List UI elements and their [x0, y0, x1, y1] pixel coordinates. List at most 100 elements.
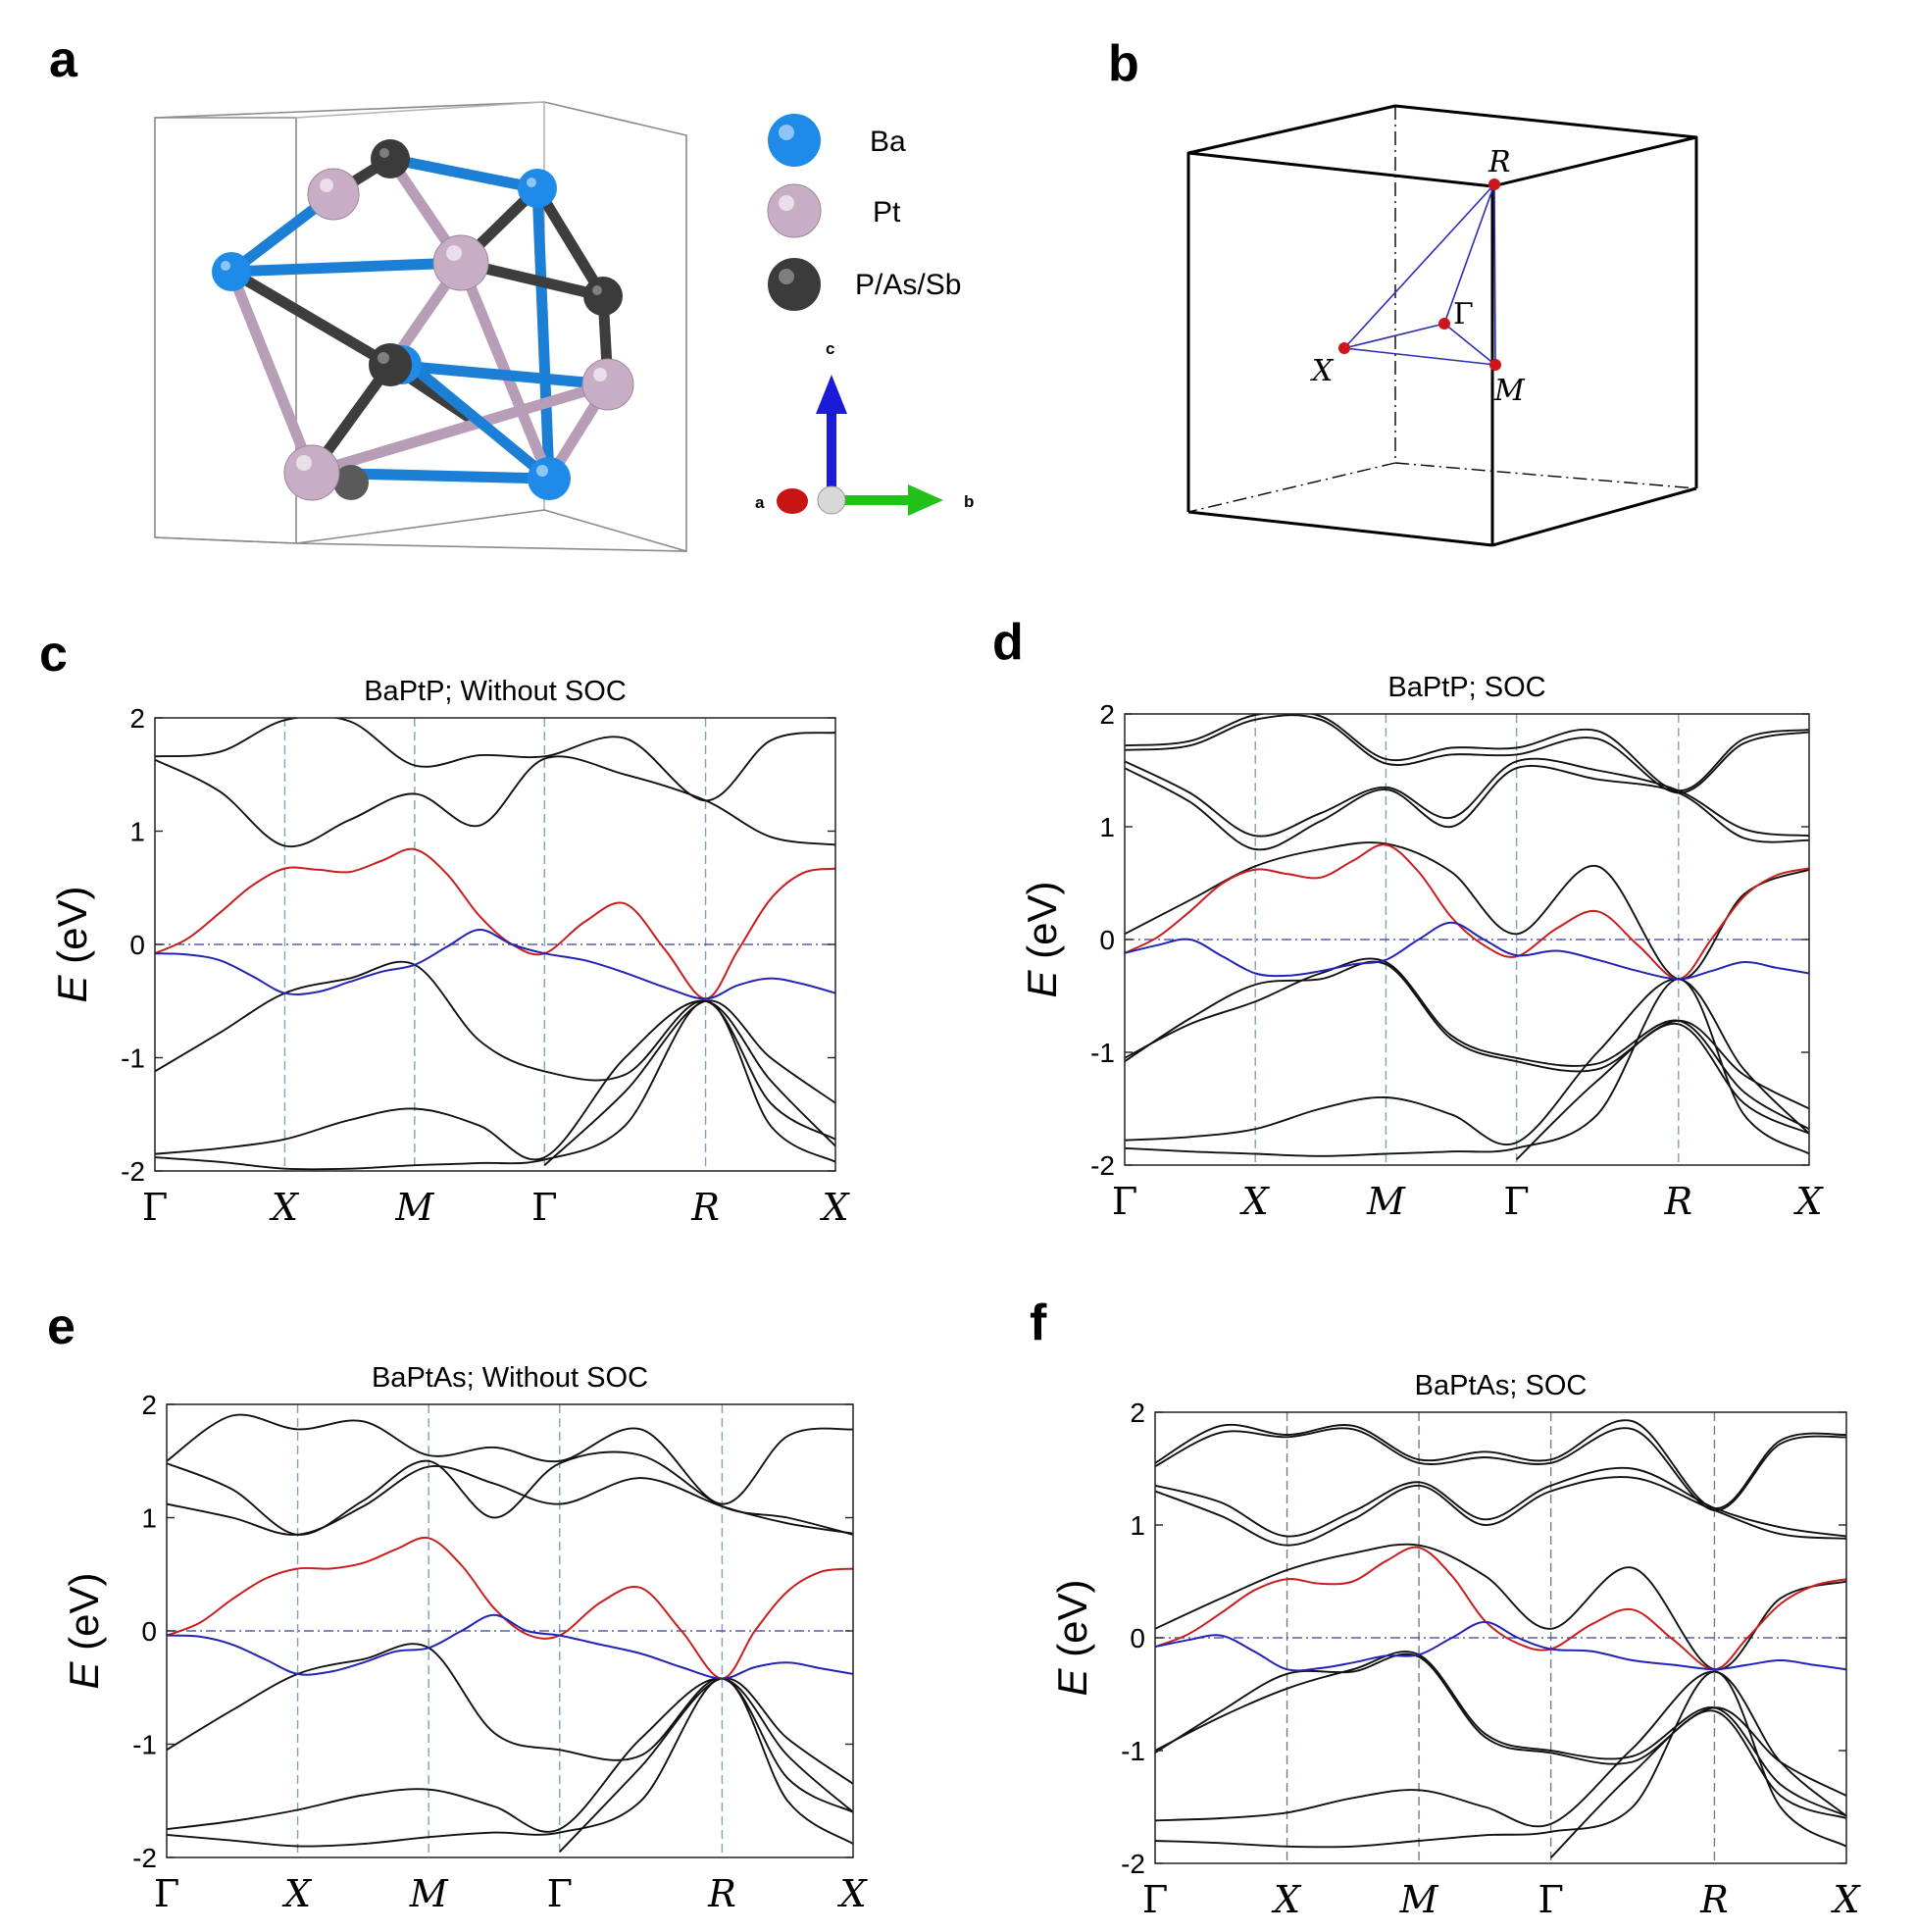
y-axis-label-symbol: E — [61, 1651, 107, 1690]
red-band-line — [1125, 843, 1809, 981]
axis-label-a: a — [755, 493, 765, 512]
kpoint-label: R — [690, 1186, 720, 1229]
panel-b-brillouin-zone: b — [1108, 35, 1698, 547]
band-9-line — [1125, 978, 1809, 1157]
band-5-line — [167, 1677, 853, 1833]
y-tick-label: 1 — [141, 1503, 157, 1534]
high-symmetry-path — [1343, 183, 1496, 366]
y-tick-label: 0 — [129, 930, 145, 960]
axis-label-b: b — [964, 492, 974, 511]
bz-label-x: X — [1310, 354, 1335, 388]
kpoint-label: X — [1239, 1180, 1271, 1223]
plot-title: BaPtAs; SOC — [1415, 1370, 1588, 1401]
y-tick-label: 0 — [1099, 925, 1115, 955]
legend-label-ba: Ba — [870, 126, 906, 158]
band-7-line — [1155, 1652, 1846, 1819]
point-gamma — [1438, 318, 1450, 330]
kpoint-label: Γ — [1142, 1878, 1168, 1921]
panel-letter-c: c — [39, 626, 68, 683]
y-axis-label-symbol: E — [1049, 1657, 1095, 1697]
kpoint-label: M — [394, 1186, 434, 1229]
y-axis-label-symbol: E — [49, 964, 95, 1003]
band-7-line — [1125, 960, 1809, 1135]
kpoint-label: Γ — [142, 1186, 168, 1229]
band-1-line — [1155, 1419, 1846, 1509]
band-5-line — [155, 999, 835, 1171]
panel-letter-b: b — [1108, 35, 1139, 92]
y-tick-label: -2 — [1121, 1849, 1145, 1879]
y-axis-label-unit: (eV) — [1049, 1579, 1095, 1656]
band-1-line — [167, 1413, 853, 1505]
y-tick-label: 2 — [1130, 1398, 1145, 1428]
y-tick-label: 2 — [129, 703, 145, 734]
kpoint-label: Γ — [1112, 1180, 1137, 1223]
panel-letter-f: f — [1030, 1295, 1047, 1351]
band-6-line — [1155, 1651, 1846, 1817]
kpoint-label: R — [1699, 1878, 1729, 1921]
kpoint-label: X — [1271, 1878, 1302, 1921]
legend-item-pnictogen: P/As/Sb — [768, 258, 961, 311]
y-tick-label: 1 — [1099, 812, 1115, 842]
y-tick-label: 2 — [1099, 699, 1115, 730]
y-axis-label: E (eV) — [61, 1572, 107, 1689]
band-1-line — [155, 718, 835, 802]
plot-title: BaPtP; Without SOC — [364, 676, 627, 707]
kpoint-label: Γ — [547, 1872, 573, 1915]
band-lines — [1155, 1419, 1846, 1858]
crystal-bonds — [226, 153, 614, 484]
kpoint-label: Γ — [531, 1186, 557, 1229]
band-4-line — [1155, 1476, 1846, 1547]
band-6-line — [167, 1677, 853, 1848]
y-tick-label: 1 — [129, 817, 145, 847]
y-tick-label: -1 — [1121, 1736, 1145, 1766]
band-2-line — [167, 1450, 853, 1536]
y-tick-label: -1 — [132, 1730, 157, 1760]
y-tick-label: 0 — [1130, 1623, 1145, 1653]
blue-band-line — [167, 1613, 853, 1680]
band-9-line — [1155, 1670, 1846, 1849]
crystal-axes: c a b — [755, 339, 974, 516]
legend-item-ba: Ba — [768, 114, 906, 167]
kpoint-label: X — [819, 1186, 850, 1229]
kpoint-label: R — [707, 1872, 736, 1915]
panel-letter-e: e — [47, 1298, 76, 1355]
band-2-line — [1155, 1427, 1846, 1511]
kpoint-label: X — [281, 1872, 313, 1915]
y-axis-label-unit: (eV) — [1019, 881, 1065, 958]
point-m — [1489, 359, 1501, 371]
panel-letter-a: a — [49, 31, 78, 88]
kpoint-label: X — [1792, 1180, 1824, 1223]
y-tick-label: -1 — [1090, 1038, 1115, 1068]
band-6-line — [543, 999, 835, 1166]
high-symmetry-points — [1338, 178, 1501, 371]
y-axis-label: E (eV) — [1049, 1579, 1095, 1696]
kpoint-label: M — [1399, 1878, 1439, 1921]
y-axis-label-symbol: E — [1019, 959, 1065, 998]
y-tick-label: -2 — [121, 1156, 145, 1187]
band-5-line — [1155, 1543, 1846, 1671]
y-axis-label: E (eV) — [1019, 881, 1065, 997]
panel-letter-d: d — [992, 614, 1024, 671]
band-2-line — [155, 755, 835, 848]
y-axis-label-unit: (eV) — [61, 1572, 107, 1650]
point-x — [1338, 342, 1350, 354]
kpoint-label: M — [1366, 1180, 1406, 1223]
band-4-line — [1125, 764, 1809, 851]
kpoint-label: Γ — [1503, 1180, 1529, 1223]
band-4-line — [155, 999, 835, 1161]
y-tick-label: 1 — [1130, 1510, 1145, 1541]
band-5-line — [1125, 841, 1809, 981]
legend-label-pt: Pt — [873, 196, 901, 229]
kpoint-label: X — [269, 1186, 300, 1229]
bz-label-r: R — [1487, 145, 1511, 179]
band-3-line — [1125, 757, 1809, 838]
y-tick-label: 0 — [141, 1616, 157, 1647]
panel-a-crystal-structure: a — [49, 31, 974, 552]
band-6-line — [1125, 957, 1809, 1131]
red-band-line — [167, 1536, 853, 1680]
band-10-line — [1515, 1019, 1809, 1160]
y-axis-label: E (eV) — [49, 886, 95, 1002]
